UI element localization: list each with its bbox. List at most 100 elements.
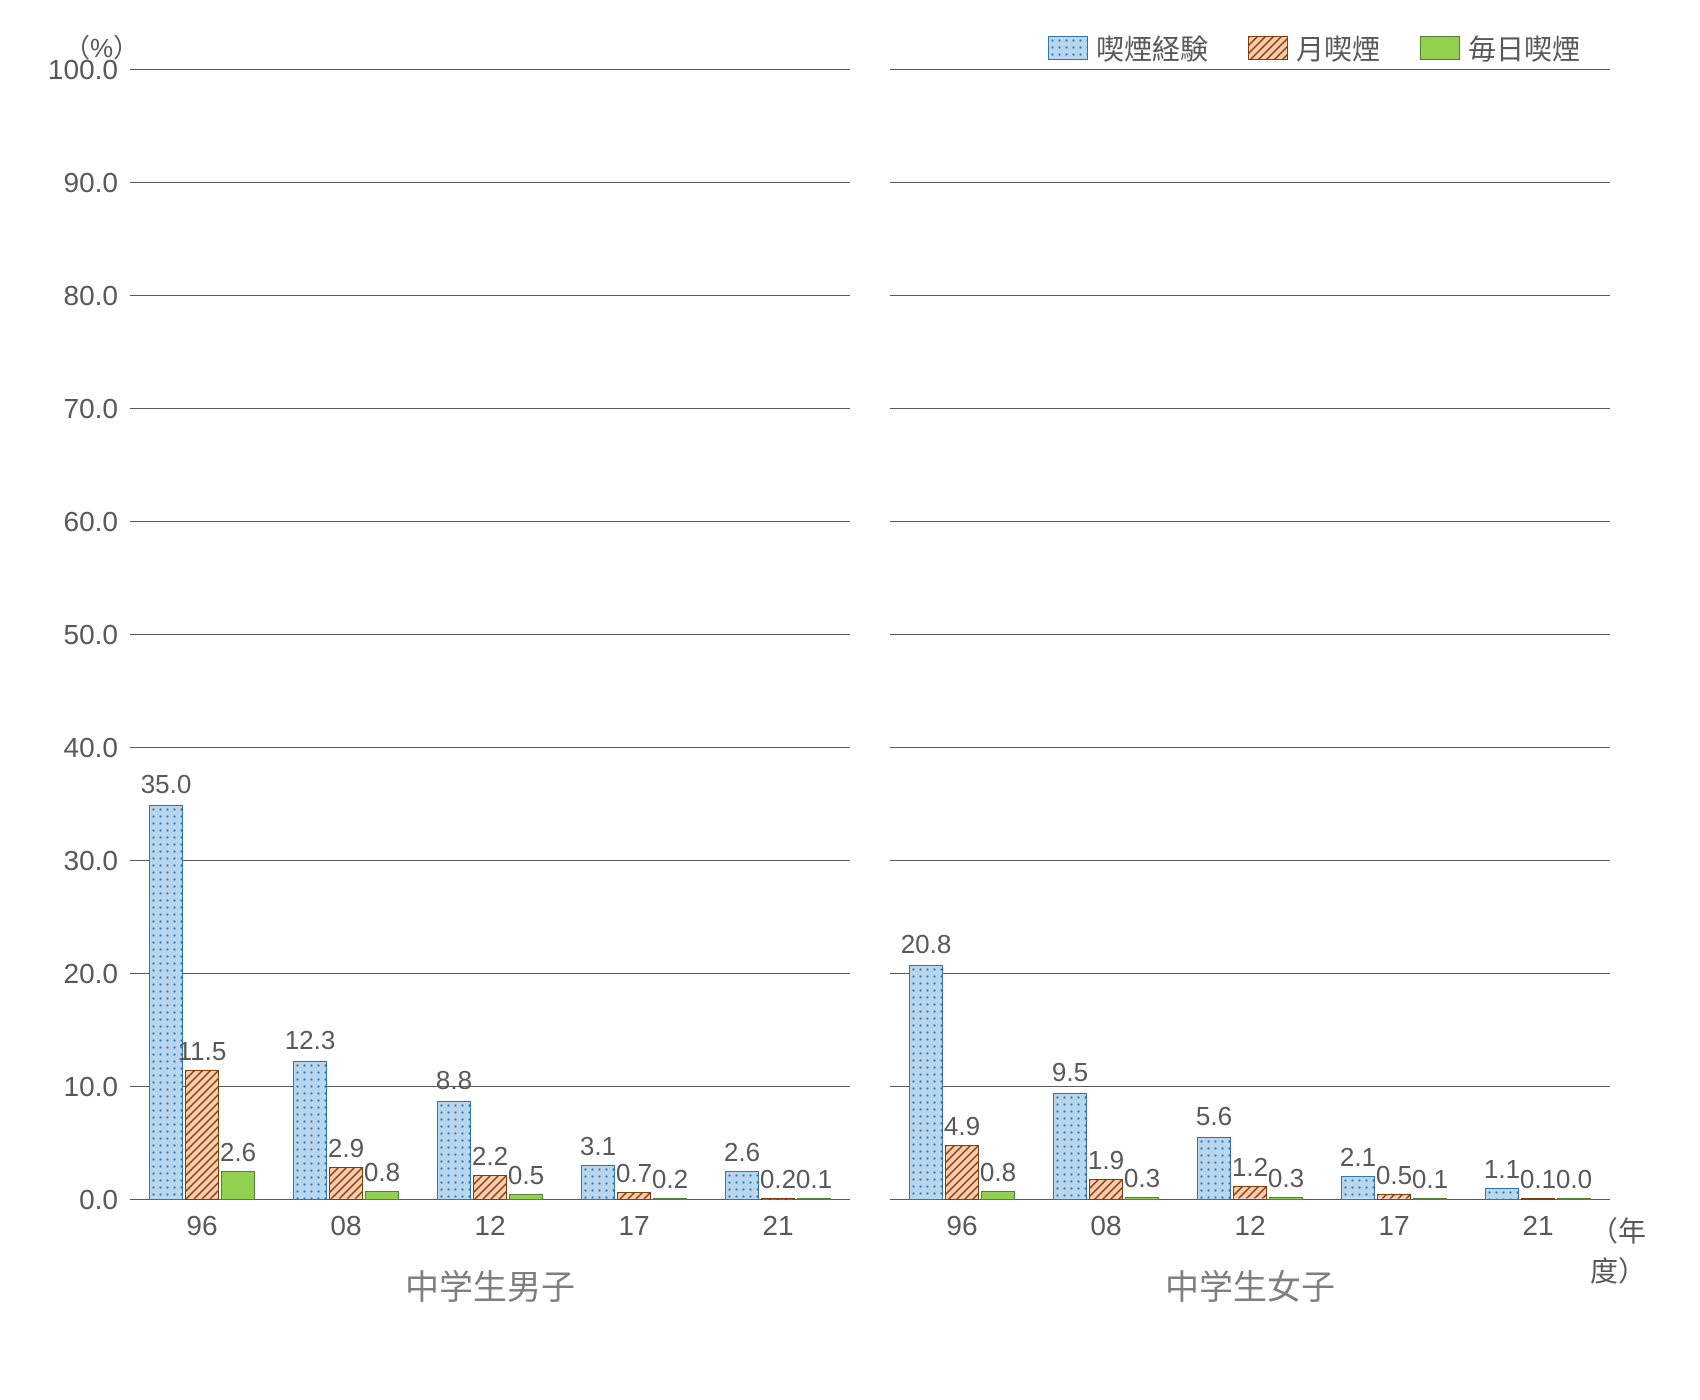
bar-value-label: 4.9 xyxy=(944,1111,980,1142)
x-tick-label: 96 xyxy=(946,1210,977,1242)
x-tick-label: 12 xyxy=(1234,1210,1265,1242)
gridline xyxy=(130,747,850,748)
chart-panel: 0.010.020.030.040.050.060.070.080.090.01… xyxy=(130,70,850,1200)
bar-value-label: 0.1 xyxy=(1520,1164,1556,1195)
bar-value-label: 1.1 xyxy=(1484,1154,1520,1185)
legend-item-monthly: 月喫煙 xyxy=(1248,28,1380,68)
x-tick-label: 96 xyxy=(186,1210,217,1242)
y-tick-label: 40.0 xyxy=(64,732,119,764)
legend-item-experience: 喫煙経験 xyxy=(1048,28,1208,68)
bar: 2.2 xyxy=(473,1175,507,1200)
y-tick-label: 90.0 xyxy=(64,167,119,199)
bar: 0.3 xyxy=(1125,1197,1159,1200)
x-tick-label: 21 xyxy=(762,1210,793,1242)
bar: 1.9 xyxy=(1089,1179,1123,1200)
bar-value-label: 20.8 xyxy=(901,929,952,960)
bar: 0.5 xyxy=(1377,1194,1411,1200)
bar-value-label: 2.6 xyxy=(220,1137,256,1168)
legend-swatch-experience xyxy=(1048,36,1088,60)
y-tick-label: 50.0 xyxy=(64,619,119,651)
bar: 4.9 xyxy=(945,1145,979,1200)
bar: 0.0 xyxy=(1557,1198,1591,1200)
bar: 0.5 xyxy=(509,1194,543,1200)
gridline xyxy=(130,408,850,409)
bar: 2.1 xyxy=(1341,1176,1375,1200)
bar: 3.1 xyxy=(581,1165,615,1200)
x-tick-label: 12 xyxy=(474,1210,505,1242)
bar-group: 35.011.52.6 xyxy=(149,805,255,1201)
bar: 0.1 xyxy=(797,1198,831,1200)
gridline xyxy=(890,295,1610,296)
bar-value-label: 9.5 xyxy=(1052,1057,1088,1088)
y-tick-label: 60.0 xyxy=(64,506,119,538)
gridline xyxy=(130,182,850,183)
x-tick-label: 17 xyxy=(618,1210,649,1242)
bar: 0.1 xyxy=(1521,1198,1555,1200)
bar: 0.8 xyxy=(981,1191,1015,1200)
x-tick-label: 17 xyxy=(1378,1210,1409,1242)
gridline xyxy=(890,182,1610,183)
bar-value-label: 8.8 xyxy=(436,1065,472,1096)
bar: 9.5 xyxy=(1053,1093,1087,1200)
panel-title: 中学生男子 xyxy=(405,1260,575,1309)
panel-title: 中学生女子 xyxy=(1165,1260,1335,1309)
bar-value-label: 0.8 xyxy=(364,1157,400,1188)
bar: 20.8 xyxy=(909,965,943,1200)
y-tick-label: 30.0 xyxy=(64,845,119,877)
gridline xyxy=(890,408,1610,409)
bar-value-label: 0.2 xyxy=(652,1164,688,1195)
bar: 8.8 xyxy=(437,1101,471,1200)
y-tick-label: 100.0 xyxy=(48,54,118,86)
bar: 12.3 xyxy=(293,1061,327,1200)
bar-value-label: 0.2 xyxy=(760,1164,796,1195)
bar: 5.6 xyxy=(1197,1137,1231,1200)
bar: 1.1 xyxy=(1485,1188,1519,1200)
bar-value-label: 2.2 xyxy=(472,1141,508,1172)
bar-value-label: 2.9 xyxy=(328,1133,364,1164)
bar: 0.2 xyxy=(653,1198,687,1200)
bar-group: 12.32.90.8 xyxy=(293,1061,399,1200)
y-tick-label: 20.0 xyxy=(64,958,119,990)
x-tick-label: 08 xyxy=(330,1210,361,1242)
bar-value-label: 12.3 xyxy=(285,1025,336,1056)
gridline xyxy=(890,634,1610,635)
x-tick-label: 21 xyxy=(1522,1210,1553,1242)
gridline xyxy=(130,521,850,522)
bar-group: 8.82.20.5 xyxy=(437,1101,543,1200)
bar-group: 1.10.10.0 xyxy=(1485,1188,1591,1200)
bar-value-label: 0.5 xyxy=(1376,1160,1412,1191)
bar: 35.0 xyxy=(149,805,183,1201)
bar-value-label: 0.3 xyxy=(1124,1163,1160,1194)
bar-value-label: 0.0 xyxy=(1556,1164,1592,1195)
x-tick-label: 08 xyxy=(1090,1210,1121,1242)
legend-swatch-daily xyxy=(1420,36,1460,60)
bar-value-label: 35.0 xyxy=(141,769,192,800)
bar-value-label: 3.1 xyxy=(580,1131,616,1162)
bar-value-label: 0.3 xyxy=(1268,1163,1304,1194)
bar-group: 5.61.20.3 xyxy=(1197,1137,1303,1200)
plot-area: 0.010.020.030.040.050.060.070.080.090.01… xyxy=(130,70,1610,1200)
bar: 2.6 xyxy=(221,1171,255,1200)
legend-label: 喫煙経験 xyxy=(1096,28,1208,68)
bar-value-label: 0.1 xyxy=(1412,1164,1448,1195)
gridline xyxy=(890,747,1610,748)
bar-value-label: 1.2 xyxy=(1232,1152,1268,1183)
bar-value-label: 0.7 xyxy=(616,1158,652,1189)
y-tick-label: 70.0 xyxy=(64,393,119,425)
bar-group: 3.10.70.2 xyxy=(581,1165,687,1200)
bar-value-label: 2.6 xyxy=(724,1137,760,1168)
legend-label: 月喫煙 xyxy=(1296,28,1380,68)
x-axis-unit: （年度） xyxy=(1590,1210,1646,1290)
gridline xyxy=(130,634,850,635)
bar: 0.8 xyxy=(365,1191,399,1200)
bar-value-label: 0.5 xyxy=(508,1160,544,1191)
bar: 0.7 xyxy=(617,1192,651,1200)
chart-panel: 20.84.90.8969.51.90.3085.61.20.3122.10.5… xyxy=(890,70,1610,1200)
gridline xyxy=(130,295,850,296)
y-tick-label: 80.0 xyxy=(64,280,119,312)
bar-value-label: 2.1 xyxy=(1340,1142,1376,1173)
bar: 1.2 xyxy=(1233,1186,1267,1200)
bar: 0.2 xyxy=(761,1198,795,1200)
bar-group: 9.51.90.3 xyxy=(1053,1093,1159,1200)
bar: 0.1 xyxy=(1413,1198,1447,1200)
